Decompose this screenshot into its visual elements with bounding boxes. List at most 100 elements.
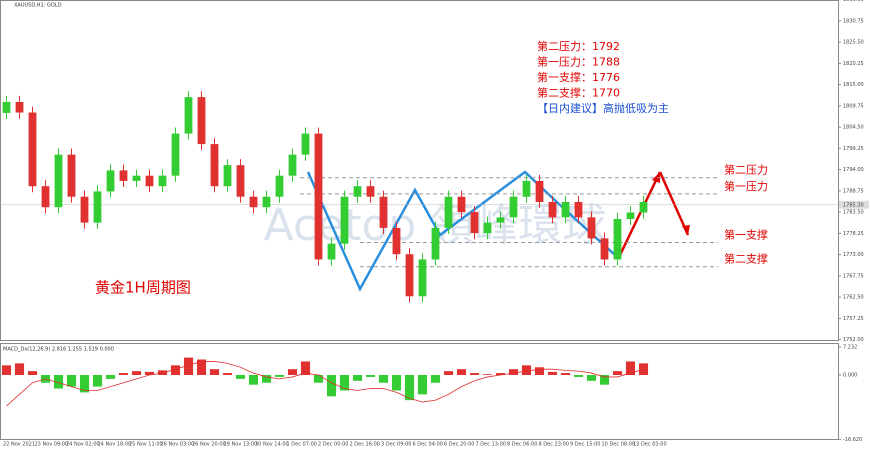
y-tick-label: 1804.50 [843,125,864,131]
macd-bar [92,374,103,387]
macd-bar [14,363,25,375]
candle-body [262,196,271,208]
x-tick-label: 29 Nov 13:00 [224,442,258,448]
x-tick-label: 23 Nov 09:00 [35,442,69,448]
x-tick-label: 30 Nov 14:00 [255,442,289,448]
candle-body [366,186,375,197]
macd-bar [352,374,363,381]
level-label: 第一支撑 [724,227,768,241]
candle-body [548,201,557,218]
macd-bar [430,374,441,383]
macd-bar [248,374,259,385]
candle-body [457,196,466,213]
candle-body [197,97,206,145]
y-tick-label: 1778.25 [843,231,864,237]
candle-body [626,212,635,219]
arrow-down [658,171,690,236]
annotation: 【日内建议】高抛低吸为主 [537,101,669,115]
macd-bar [521,365,532,375]
y-tick-label: 1825.50 [843,40,864,46]
x-tick-label: 6 Dec 20:00 [444,442,474,448]
candle-body [314,133,323,260]
candle-body [275,175,284,197]
last-price-label: 1785.30 [843,202,864,208]
candle-body [132,175,141,181]
macd-bar [469,373,480,375]
candle-body [184,97,193,134]
macd-bar [625,361,636,375]
annotation: 第一压力：1788 [537,55,620,69]
macd-bar [274,374,285,377]
macd-bar [547,371,558,375]
x-tick-label: 6 Dec 04:00 [413,442,443,448]
y-tick-label: 1820.25 [843,61,864,67]
candle-body [483,222,492,234]
candle-body [444,196,453,228]
x-tick-label: 9 Dec 15:00 [570,442,600,448]
x-tick-label: 22 Nov 2021 [3,442,35,448]
macd-bar [235,374,246,379]
macd-bar [573,374,584,377]
macd-bar [599,374,610,385]
x-tick-label: 10 Dec 08:00 [602,442,636,448]
x-tick-label: 8 Dec 23:00 [539,442,569,448]
candle-body [509,196,518,218]
candle-body [418,259,427,297]
candle-body [353,186,362,197]
macd-bar [1,365,12,375]
level-label: 第一压力 [724,179,768,193]
macd-tick-label: 0.000 [843,372,857,378]
macd-bar [612,371,623,375]
candle-body [470,212,479,234]
macd-tick-label: -16.620 [843,437,862,443]
macd-bar [326,374,337,397]
x-tick-label: 1 Dec 07:00 [287,442,317,448]
x-tick-label: 25 Nov 11:00 [129,442,163,448]
candle-body [392,227,401,255]
candle-body [223,165,232,187]
candle-body [522,180,531,197]
candle-body [67,154,76,197]
y-tick-label: 1757.25 [843,316,864,322]
macd-bar [365,374,376,377]
candle-body [600,238,609,260]
macd-bar [508,369,519,375]
candle-body [535,180,544,202]
subtitle: 黄金1H周期图 [95,279,191,297]
candle-body [210,144,219,187]
y-tick-label: 1783.50 [843,210,864,216]
candle-body [15,102,24,113]
candle-body [54,154,63,208]
candle-body [2,102,11,113]
y-tick-label: 1762.50 [843,295,864,301]
candle-body [249,196,258,208]
candle-body [561,201,570,218]
candle-body [158,175,167,187]
macd-bar [534,367,545,375]
candle-body [340,196,349,244]
candle-body [379,196,388,228]
macd-bar [53,374,64,389]
x-tick-label: 3 Dec 09:00 [381,442,411,448]
candle-body [106,170,115,192]
candle-body [301,133,310,155]
x-tick-label: 24 Nov 02:00 [66,442,100,448]
candle-body [587,217,596,239]
macd-bar [144,371,155,375]
macd-bar [79,374,90,393]
macd-tick-label: 7.232 [843,345,857,351]
candle-body [236,165,245,197]
candle-body [288,154,297,176]
macd-bar [300,361,311,375]
candle-body [431,227,440,260]
candle-body [639,201,648,213]
macd-bar [313,374,324,383]
macd-bar [170,365,181,375]
macd-bar [482,374,493,375]
macd-bar [261,374,272,383]
macd-bar [495,373,506,375]
level-label: 第二压力 [724,163,768,177]
y-tick-label: 1752.00 [843,337,864,343]
macd-bar [105,374,116,379]
